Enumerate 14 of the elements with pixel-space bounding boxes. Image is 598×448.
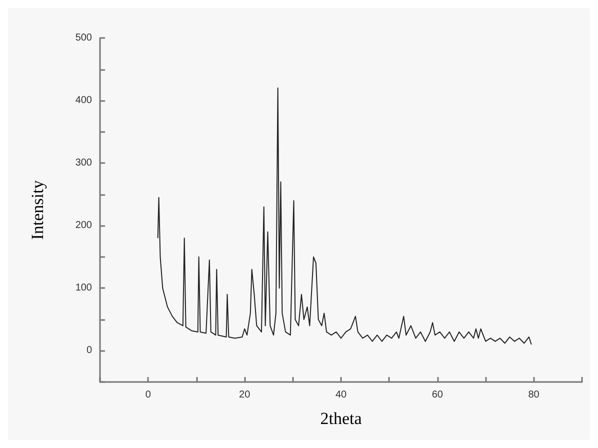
y-tick-label: 200 [75,220,92,232]
x-tick-label: 80 [528,390,540,400]
y-tick-label: 0 [86,345,92,356]
line-series [157,88,532,345]
y-tick-label: 400 [75,95,92,106]
x-tick-label: 60 [432,390,444,400]
x-tick-label: 40 [335,390,347,400]
y-tick-label: 100 [75,282,92,294]
y-axis-title: Intensity [28,180,47,240]
x-axis-title: 2theta [320,409,362,428]
y-tick-label: 500 [75,32,92,44]
y-tick-label: 300 [75,158,92,169]
x-tick-label: 20 [239,390,251,400]
x-tick-label: 0 [145,390,152,400]
